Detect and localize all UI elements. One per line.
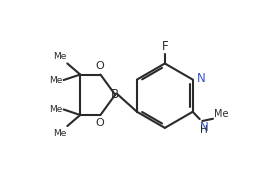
Text: N: N [197, 72, 206, 85]
Text: Me: Me [53, 129, 66, 138]
Text: O: O [95, 61, 104, 71]
Text: Me: Me [49, 105, 62, 114]
Text: F: F [162, 40, 168, 53]
Text: N: N [200, 121, 209, 134]
Text: B: B [111, 88, 119, 101]
Text: O: O [95, 118, 104, 128]
Text: H: H [200, 125, 208, 135]
Text: Me: Me [214, 109, 228, 118]
Text: Me: Me [53, 52, 66, 61]
Text: Me: Me [49, 76, 62, 84]
